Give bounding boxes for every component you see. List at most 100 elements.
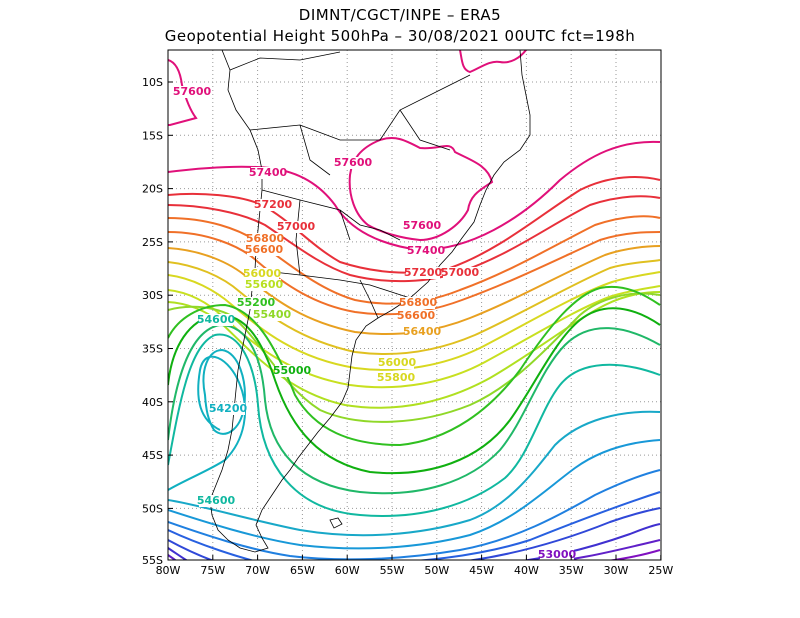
contour-label-bg <box>255 309 289 321</box>
contour-57600-ne <box>459 50 527 74</box>
x-tick-label: 75W <box>200 564 225 577</box>
contour-56000 <box>168 271 661 371</box>
contour-label: 54600 <box>197 494 236 507</box>
y-tick-label: 25S <box>142 236 163 249</box>
contour-label: 57200 <box>254 198 293 211</box>
chart-title: DIMNT/CGCT/INPE – ERA5 <box>298 6 502 24</box>
contour-label: 56600 <box>397 309 436 322</box>
y-tick-label: 20S <box>142 183 163 196</box>
y-axis: 10S 15S 20S 25S 30S 35S 40S 45S 50S 55S <box>142 76 173 567</box>
plot-frame <box>167 49 662 561</box>
contour-label: 57600 <box>334 156 373 169</box>
contour-label: 57600 <box>403 219 442 232</box>
contour-label: 55400 <box>253 308 292 321</box>
contour-label-bg <box>399 310 433 322</box>
graticule-grid <box>168 50 661 560</box>
contour-label-bg <box>245 268 279 280</box>
contour-54200b <box>168 439 661 550</box>
x-tick-label: 60W <box>335 564 360 577</box>
south-america-coast <box>209 50 531 553</box>
contour-label: 56400 <box>403 325 442 338</box>
y-tick-label: 15S <box>142 129 163 142</box>
contour-label-bg <box>247 279 281 291</box>
x-tick-label: 80W <box>156 564 181 577</box>
contour-label: 56800 <box>399 296 438 309</box>
contour-label-bg <box>540 549 574 560</box>
contour-label: 55800 <box>377 371 416 384</box>
contour-label: 55000 <box>273 364 312 377</box>
contour-label-bg <box>239 297 273 309</box>
contour-label-bg <box>175 86 209 98</box>
x-tick-label: 25W <box>648 564 673 577</box>
contour-54400b <box>168 410 661 537</box>
contour-54600 <box>168 333 661 517</box>
contour-label-bg <box>211 403 245 415</box>
contour-label-bg <box>443 267 477 279</box>
contour-53000 <box>607 549 661 560</box>
contour-53600 <box>168 507 661 560</box>
contour-label: 53000 <box>538 548 577 561</box>
contour-label-bg <box>336 157 370 169</box>
contour-labels: 5760057600576005740057400572005700057200… <box>173 85 577 561</box>
contour-label: 55200 <box>237 296 276 309</box>
contour-label: 56800 <box>246 232 285 245</box>
x-axis: 80W 75W 70W 65W 60W 55W 50W 45W 40W 35W 30W 25W <box>156 555 673 577</box>
contour-label-bg <box>199 495 233 507</box>
x-tick-label: 30W <box>604 564 629 577</box>
y-tick-label: 10S <box>142 76 163 89</box>
contour-label: 57000 <box>277 220 316 233</box>
contour-label-bg <box>405 220 439 232</box>
country-borders <box>229 51 471 319</box>
x-tick-label: 55W <box>380 564 405 577</box>
contour-label-bg <box>199 314 233 326</box>
x-tick-label: 45W <box>469 564 494 577</box>
contour-label-bg <box>380 357 414 369</box>
x-tick-label: 50W <box>424 564 449 577</box>
contour-label: 57400 <box>249 166 288 179</box>
contour-label-bg <box>406 267 440 279</box>
contour-label-bg <box>275 365 309 377</box>
contour-label-bg <box>405 326 439 338</box>
contour-label: 55600 <box>245 278 284 291</box>
contour-56200 <box>168 259 661 355</box>
contour-label-bg <box>379 372 413 384</box>
contour-label: 56600 <box>245 243 284 256</box>
contour-label: 57600 <box>173 85 212 98</box>
contour-label: 57000 <box>441 266 480 279</box>
contour-label-bg <box>256 199 290 211</box>
y-tick-label: 35S <box>142 343 163 356</box>
falkland-islands <box>329 517 343 529</box>
x-tick-label: 35W <box>559 564 584 577</box>
contour-57000 <box>168 195 661 283</box>
contour-label-bg <box>248 233 282 245</box>
contour-label: 54600 <box>197 313 236 326</box>
contour-label-bg <box>247 244 281 256</box>
y-tick-label: 40S <box>142 396 163 409</box>
y-tick-label: 30S <box>142 289 163 302</box>
contour-53200 <box>168 539 661 560</box>
chart-subtitle: Geopotential Height 500hPa – 30/08/2021 … <box>164 27 636 45</box>
contour-57600-nw <box>168 59 198 126</box>
contour-label-bg <box>409 245 443 257</box>
contour-label-bg <box>251 167 285 179</box>
x-tick-label: 70W <box>245 564 270 577</box>
contour-55200 <box>168 285 661 447</box>
contour-label: 54200 <box>209 402 248 415</box>
contour-label: 57200 <box>404 266 443 279</box>
contour-53400 <box>168 523 661 560</box>
contour-label-bg <box>279 221 313 233</box>
x-tick-label: 65W <box>290 564 315 577</box>
y-tick-label: 45S <box>142 449 163 462</box>
contour-54000 <box>168 469 661 560</box>
contour-54400 <box>168 355 246 491</box>
contour-57600-central <box>348 137 494 242</box>
coastline-outline <box>209 50 531 553</box>
contour-label: 56000 <box>243 267 282 280</box>
contour-label: 57400 <box>407 244 446 257</box>
y-tick-label: 50S <box>142 502 163 515</box>
contour-label-bg <box>401 297 435 309</box>
contour-53800 <box>168 491 661 560</box>
y-tick-label: 55S <box>142 554 163 567</box>
x-tick-label: 40W <box>514 564 539 577</box>
